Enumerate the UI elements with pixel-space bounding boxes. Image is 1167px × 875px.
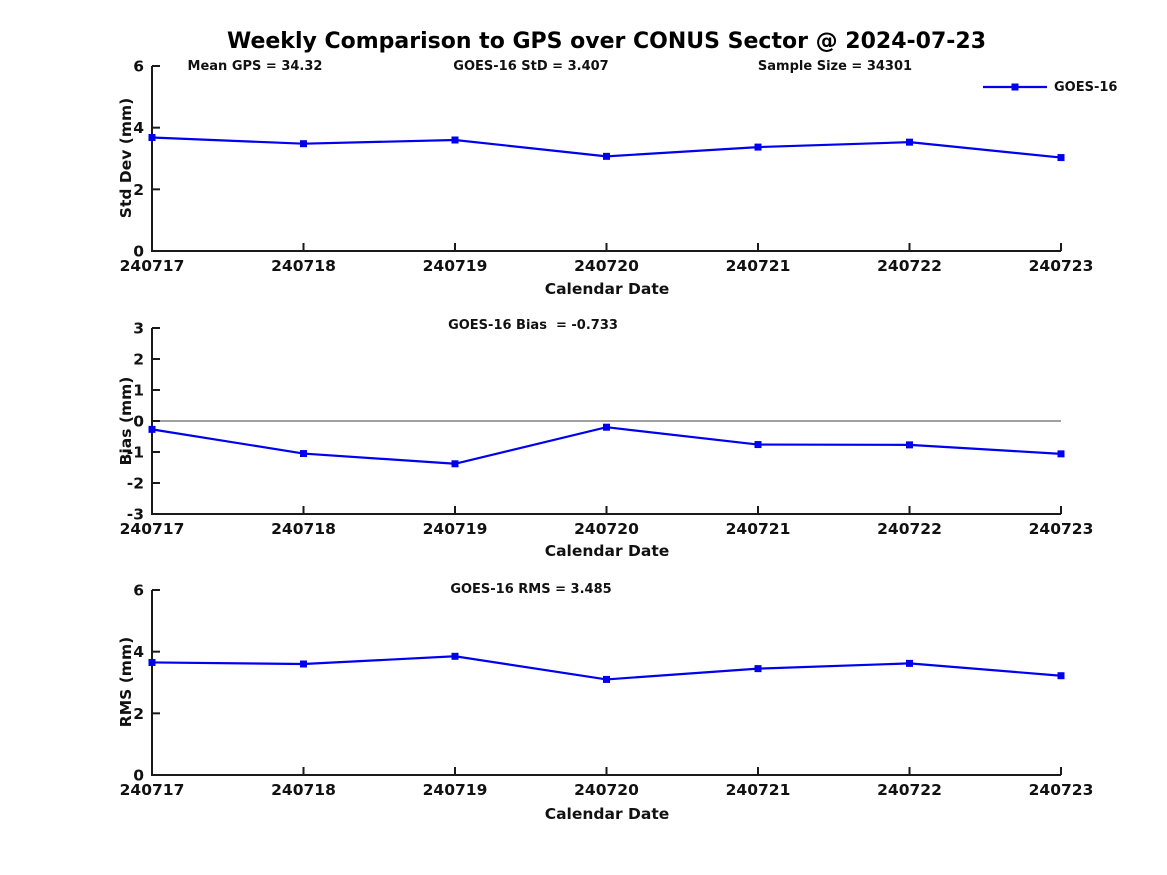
annotation-goes16-rms: GOES-16 RMS = 3.485 — [450, 582, 612, 597]
x-tick-label: 240723 — [1029, 781, 1094, 799]
series-marker — [603, 675, 610, 683]
y-tick-label: 2 — [133, 705, 144, 723]
series-marker — [906, 441, 913, 449]
series-line — [151, 426, 1062, 465]
x-axis-label-3: Calendar Date — [544, 805, 670, 823]
x-tick-label: 240718 — [271, 257, 336, 275]
y-tick-label: 1 — [133, 382, 144, 400]
y-tick-label: 0 — [133, 413, 144, 431]
series-marker — [300, 140, 307, 148]
y-axis-label-rms: RMS (mm) — [117, 636, 135, 728]
y-tick-label: 4 — [133, 643, 144, 661]
x-tick-label: 240721 — [726, 520, 791, 538]
series-marker — [148, 658, 156, 666]
series-marker — [906, 138, 913, 146]
series-marker — [754, 441, 762, 449]
page-title: Weekly Comparison to GPS over CONUS Sect… — [226, 29, 986, 54]
annotation-goes16-std: GOES-16 StD = 3.407 — [453, 59, 609, 74]
series-marker — [603, 152, 610, 160]
y-axis-label-stddev: Std Dev (mm) — [117, 97, 135, 219]
x-tick-label: 240720 — [574, 257, 639, 275]
y-tick-label: -1 — [127, 444, 144, 462]
series-marker — [148, 134, 156, 142]
series-marker — [754, 143, 762, 151]
y-tick-label: 3 — [133, 320, 144, 338]
x-tick-label: 240719 — [423, 520, 488, 538]
y-tick-label: 4 — [133, 119, 144, 137]
y-tick-label: 0 — [133, 767, 144, 785]
y-tick-label: 2 — [133, 351, 144, 369]
series-marker — [300, 450, 307, 458]
y-tick-label: 6 — [133, 58, 144, 76]
x-tick-label: 240723 — [1029, 257, 1094, 275]
series-marker — [1057, 450, 1065, 458]
y-tick-label: -3 — [127, 506, 144, 524]
series-marker — [906, 659, 913, 667]
x-tick-label: 240719 — [423, 257, 488, 275]
x-tick-label: 240722 — [877, 781, 942, 799]
x-tick-label: 240720 — [574, 781, 639, 799]
legend-marker — [1011, 83, 1019, 91]
series-marker — [451, 460, 459, 468]
legend-label: GOES-16 — [1054, 80, 1118, 95]
x-tick-label: 240719 — [423, 781, 488, 799]
series-marker — [451, 652, 459, 660]
annotation-goes16-bias: GOES-16 Bias = -0.733 — [448, 318, 618, 333]
x-tick-label: 240718 — [271, 520, 336, 538]
series-marker — [1057, 672, 1065, 680]
annotation-sample-size: Sample Size = 34301 — [757, 59, 913, 74]
y-axis-label-bias: Bias (mm) — [117, 376, 135, 466]
x-tick-label: 240718 — [271, 781, 336, 799]
y-tick-label: 2 — [133, 181, 144, 199]
x-axis-label-1: Calendar Date — [544, 280, 670, 298]
x-tick-label: 240722 — [877, 520, 942, 538]
annotation-mean-gps: Mean GPS = 34.32 — [187, 59, 323, 74]
x-tick-label: 240720 — [574, 520, 639, 538]
y-tick-label: 6 — [133, 582, 144, 600]
x-axis-label-2: Calendar Date — [544, 542, 670, 560]
series-marker — [1057, 154, 1065, 162]
series-marker — [603, 423, 610, 431]
series-marker — [148, 425, 156, 433]
x-tick-label: 240722 — [877, 257, 942, 275]
x-tick-label: 240717 — [120, 520, 185, 538]
x-tick-label: 240721 — [726, 781, 791, 799]
y-tick-label: 0 — [133, 243, 144, 261]
x-tick-label: 240723 — [1029, 520, 1094, 538]
series-marker — [300, 660, 307, 668]
x-tick-label: 240721 — [726, 257, 791, 275]
series-marker — [754, 665, 762, 673]
series-marker — [451, 136, 459, 144]
x-tick-label: 240717 — [120, 781, 185, 799]
x-tick-label: 240717 — [120, 257, 185, 275]
y-tick-label: -2 — [127, 475, 144, 493]
